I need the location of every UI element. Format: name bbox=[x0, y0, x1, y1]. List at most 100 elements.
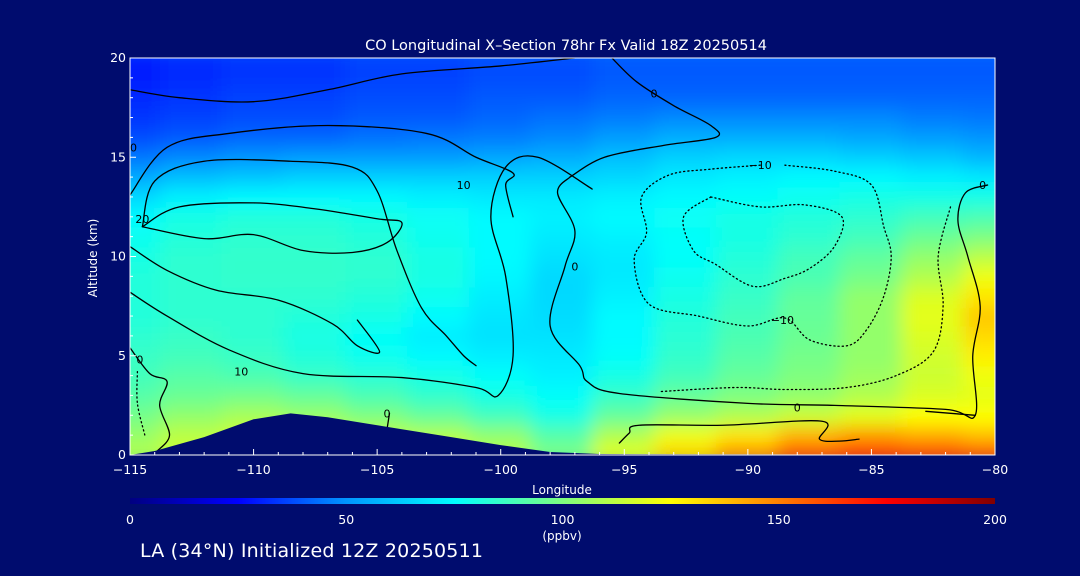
heatmap-cell bbox=[407, 58, 471, 69]
heatmap-cell bbox=[468, 404, 533, 427]
heatmap-cell bbox=[777, 166, 842, 189]
x-tick-label: −100 bbox=[484, 462, 518, 477]
y-tick-label: 15 bbox=[110, 149, 126, 164]
contour-line bbox=[633, 164, 892, 347]
heatmap-cell bbox=[592, 364, 657, 387]
heatmap-cell bbox=[901, 58, 966, 69]
heatmap-cell bbox=[839, 126, 904, 149]
heatmap-cell bbox=[407, 146, 471, 169]
heatmap-cell bbox=[963, 205, 995, 228]
heatmap-cell bbox=[839, 66, 904, 89]
heatmap-cell bbox=[468, 66, 533, 89]
heatmap-cell bbox=[283, 166, 348, 189]
heatmap-cell bbox=[963, 126, 995, 149]
heatmap-cell bbox=[530, 245, 595, 268]
heatmap-cell bbox=[901, 424, 966, 447]
heatmap-cell bbox=[407, 186, 471, 208]
heatmap-cell bbox=[592, 265, 657, 288]
heatmap-cell bbox=[530, 305, 595, 327]
heatmap-cell bbox=[345, 205, 410, 228]
x-tick-label: −85 bbox=[858, 462, 884, 477]
heatmap-cell bbox=[901, 225, 966, 248]
heatmap-cell bbox=[221, 245, 286, 268]
heatmap-cell bbox=[777, 285, 842, 308]
contour-line bbox=[386, 412, 391, 430]
heatmap-cell bbox=[159, 344, 224, 367]
heatmap-cell bbox=[468, 166, 533, 189]
heatmap-cell bbox=[345, 86, 410, 109]
heatmap-cell bbox=[777, 86, 842, 109]
heatmap-cell bbox=[654, 364, 718, 387]
heatmap-cell bbox=[839, 424, 904, 447]
heatmap-cell bbox=[407, 285, 471, 308]
heatmap-cell bbox=[221, 265, 286, 288]
heatmap-cell bbox=[592, 344, 657, 367]
heatmap-cell bbox=[221, 205, 286, 228]
heatmap-cell bbox=[345, 58, 410, 69]
heatmap-cell bbox=[345, 344, 410, 367]
heatmap-cell bbox=[407, 324, 471, 347]
contour-line bbox=[141, 202, 403, 254]
heatmap-cell bbox=[159, 166, 224, 189]
heatmap-cell bbox=[654, 305, 718, 327]
heatmap-cell bbox=[715, 305, 780, 327]
contour-line bbox=[682, 196, 845, 288]
heatmap-cell bbox=[715, 166, 780, 189]
heatmap-cell bbox=[283, 305, 348, 327]
heatmap-cell bbox=[592, 126, 657, 149]
x-tick-label: −95 bbox=[611, 462, 637, 477]
heatmap-cell bbox=[839, 86, 904, 109]
heatmap-cell bbox=[715, 324, 780, 347]
colorbar-strip bbox=[130, 498, 995, 504]
heatmap-cell bbox=[777, 265, 842, 288]
heatmap-cell bbox=[159, 384, 224, 407]
contour-line bbox=[925, 410, 976, 416]
heatmap-cell bbox=[159, 364, 224, 387]
heatmap-cell bbox=[221, 86, 286, 109]
heatmap-cell bbox=[777, 245, 842, 268]
heatmap-cell bbox=[901, 305, 966, 327]
heatmap-cell bbox=[715, 384, 780, 407]
heatmap-cell bbox=[345, 225, 410, 248]
heatmap-cell bbox=[130, 186, 162, 208]
heatmap-cell bbox=[283, 225, 348, 248]
heatmap-cell bbox=[963, 106, 995, 129]
contour-lines bbox=[130, 58, 989, 452]
heatmap-cell bbox=[963, 364, 995, 387]
heatmap-cell bbox=[159, 86, 224, 109]
heatmap-cell bbox=[530, 86, 595, 109]
heatmap-cell bbox=[130, 146, 162, 169]
heatmap-cell bbox=[221, 225, 286, 248]
heatmap-cell bbox=[839, 146, 904, 169]
heatmap-cell bbox=[839, 58, 904, 69]
heatmap-cell bbox=[901, 245, 966, 268]
colorbar-tick-label: 0 bbox=[126, 512, 134, 527]
contour-label: 10 bbox=[234, 366, 248, 379]
heatmap-cell bbox=[130, 324, 162, 347]
heatmap-cell bbox=[839, 265, 904, 288]
heatmap-cell bbox=[839, 285, 904, 308]
heatmap-cell bbox=[530, 444, 595, 455]
heatmap-cell bbox=[839, 305, 904, 327]
heatmap-cell bbox=[777, 384, 842, 407]
heatmap-cell bbox=[221, 364, 286, 387]
heatmap-cell bbox=[530, 126, 595, 149]
heatmap-cell bbox=[654, 66, 718, 89]
heatmap-cells bbox=[130, 58, 995, 455]
heatmap-cell bbox=[963, 324, 995, 347]
heatmap-cell bbox=[530, 384, 595, 407]
heatmap-cell bbox=[592, 66, 657, 89]
heatmap-cell bbox=[530, 324, 595, 347]
heatmap-cell bbox=[592, 146, 657, 169]
heatmap-cell bbox=[901, 66, 966, 89]
heatmap-cell bbox=[715, 146, 780, 169]
heatmap-cell bbox=[654, 205, 718, 228]
heatmap-cell bbox=[530, 106, 595, 129]
x-tick-label: −115 bbox=[113, 462, 147, 477]
heatmap-cell bbox=[345, 106, 410, 129]
heatmap-cell bbox=[283, 384, 348, 407]
heatmap-cell bbox=[654, 126, 718, 149]
contour-label: 0 bbox=[650, 88, 657, 101]
heatmap-cell bbox=[839, 324, 904, 347]
heatmap-cell bbox=[963, 86, 995, 109]
